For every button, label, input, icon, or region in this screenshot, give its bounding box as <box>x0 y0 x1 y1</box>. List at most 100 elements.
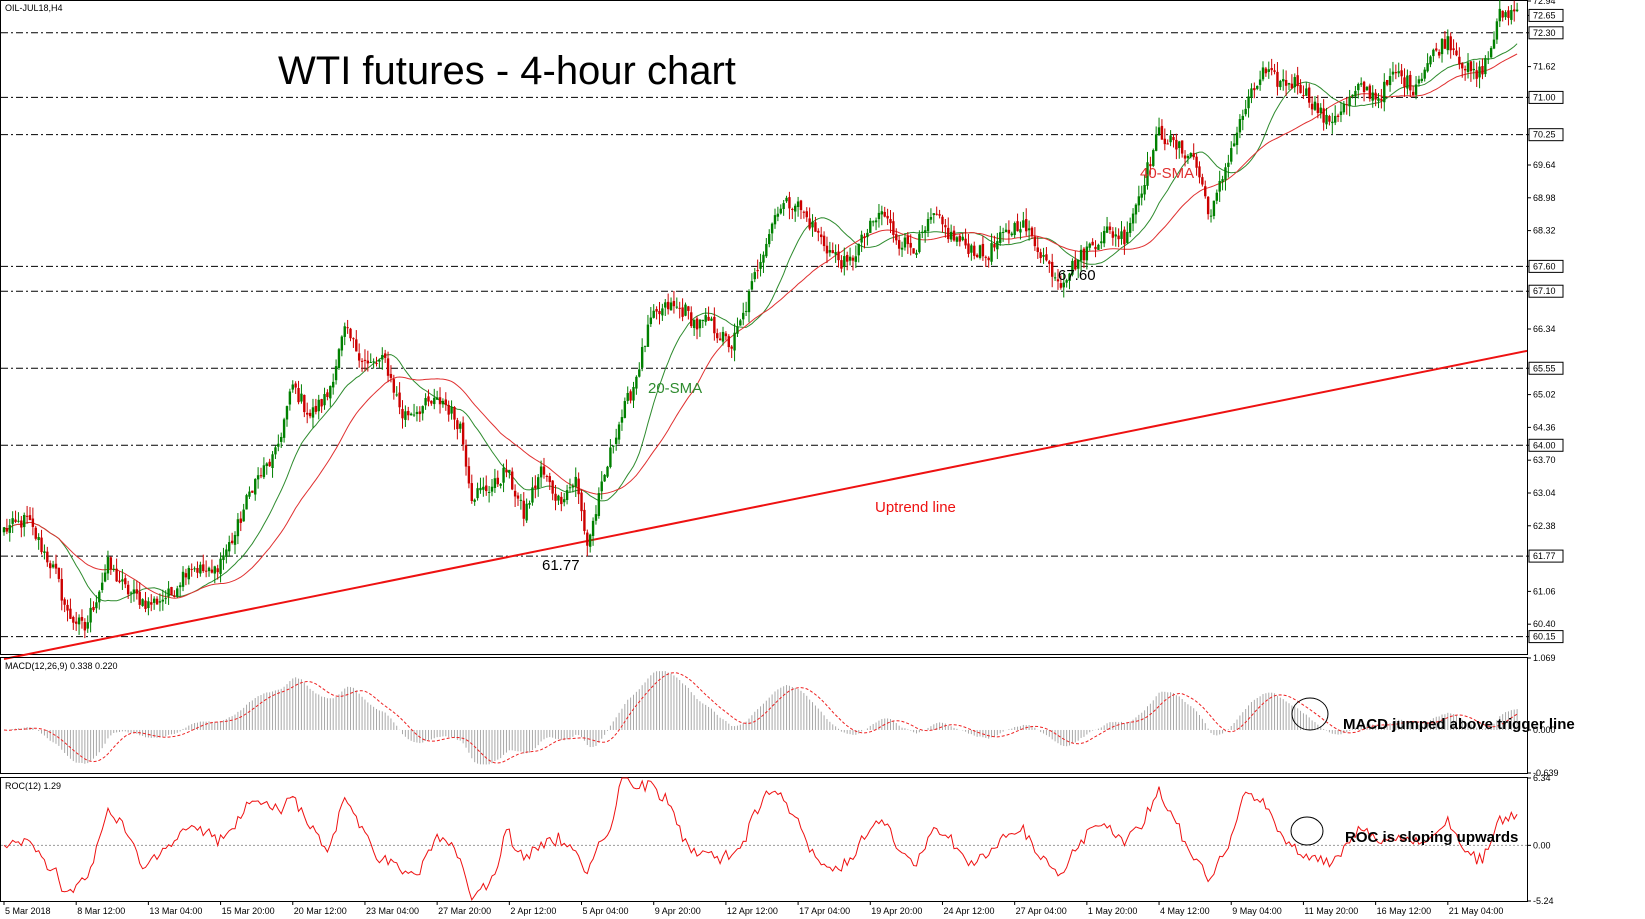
candle <box>300 384 303 404</box>
candle-body <box>14 519 17 522</box>
candle-body <box>297 388 300 403</box>
candle-body <box>34 527 37 539</box>
candle <box>386 351 390 383</box>
candle-body <box>225 549 228 557</box>
price-panel: 72.94 72.65 72.30 71.62 71.00 70.25 69.64 68.98… <box>0 0 1564 660</box>
candle <box>978 244 982 260</box>
candle <box>785 195 788 203</box>
candle <box>525 498 528 523</box>
candle <box>926 212 930 237</box>
candle <box>707 306 710 322</box>
candle-body <box>100 582 104 591</box>
time-tick-label: 11 May 20:00 <box>1304 906 1358 916</box>
candle <box>121 569 124 590</box>
candle-body <box>1022 220 1025 228</box>
candle-body <box>135 589 139 594</box>
candle <box>742 302 745 326</box>
candle <box>692 319 696 336</box>
candle-body <box>23 514 26 528</box>
candle <box>603 473 606 482</box>
candle <box>17 512 20 523</box>
candle-body <box>450 406 453 414</box>
roc-panel: 6.34 0.00 -5.24 <box>0 773 1554 906</box>
candle-body <box>897 240 901 249</box>
candle <box>643 345 647 353</box>
candle-body <box>545 475 549 477</box>
candle-body <box>1004 229 1008 233</box>
candle-body <box>1221 179 1224 183</box>
candle <box>747 289 751 323</box>
candle <box>1140 185 1143 206</box>
candle-body <box>1010 233 1013 236</box>
candle-body <box>926 219 930 232</box>
candle <box>427 389 430 407</box>
candle-body <box>701 319 705 322</box>
candle <box>1469 61 1473 82</box>
candle <box>730 345 733 358</box>
candle <box>1282 69 1285 91</box>
candle <box>271 451 274 478</box>
candle <box>1201 173 1204 187</box>
candle <box>1045 247 1048 262</box>
candle-body <box>1348 96 1351 107</box>
candle <box>161 589 165 611</box>
time-tick-label: 9 May 04:00 <box>1232 906 1282 916</box>
candle-body <box>1316 103 1320 114</box>
candle-body <box>46 551 49 563</box>
candle-body <box>698 319 702 329</box>
candle-body <box>398 392 401 408</box>
candle-body <box>765 243 768 257</box>
candle <box>1267 61 1270 79</box>
candle-body <box>1258 79 1262 85</box>
candle <box>678 301 681 319</box>
candle-body <box>1025 219 1028 232</box>
candle-body <box>1507 10 1510 18</box>
candle-body <box>167 588 170 597</box>
candle <box>340 335 344 357</box>
candle <box>1458 47 1461 70</box>
candle <box>1232 134 1236 147</box>
candle <box>1475 62 1478 88</box>
candle <box>1305 82 1308 96</box>
candle-body <box>11 518 14 524</box>
candle <box>718 332 722 341</box>
candle-body <box>1443 39 1447 49</box>
time-tick-label: 5 Apr 04:00 <box>583 906 629 916</box>
candle <box>1351 94 1354 99</box>
candle <box>802 210 806 219</box>
candle <box>843 247 846 276</box>
candle-body <box>256 475 260 480</box>
roc-note: ROC is sloping upwards <box>1345 829 1518 846</box>
candle <box>294 381 297 394</box>
candle-body <box>794 205 797 212</box>
candle-body <box>1515 9 1519 12</box>
candle <box>987 256 990 268</box>
candle <box>404 405 407 427</box>
candle <box>929 208 933 224</box>
candle-body <box>86 622 89 629</box>
candle <box>511 467 514 491</box>
candle-body <box>661 308 664 316</box>
candle <box>903 233 907 251</box>
candle-body <box>383 353 387 358</box>
candle <box>863 233 866 249</box>
candle-body <box>92 606 95 611</box>
candle <box>796 196 800 217</box>
candle <box>126 580 130 599</box>
candle <box>1025 208 1028 236</box>
price-tick-label: 60.40 <box>1533 619 1556 629</box>
candle <box>60 568 63 611</box>
candle-body <box>822 235 826 247</box>
candle-body <box>1504 12 1507 18</box>
price-tick-label: 72.94 <box>1533 0 1556 6</box>
candle-body <box>1016 221 1019 232</box>
candle <box>646 314 650 347</box>
candle-body <box>819 234 823 238</box>
low-label-2: 67.60 <box>1058 267 1096 284</box>
candle <box>228 535 231 557</box>
candle-body <box>716 333 719 339</box>
candle <box>277 434 280 452</box>
candle <box>906 232 910 254</box>
candle-body <box>80 616 84 621</box>
candle-body <box>776 213 780 217</box>
